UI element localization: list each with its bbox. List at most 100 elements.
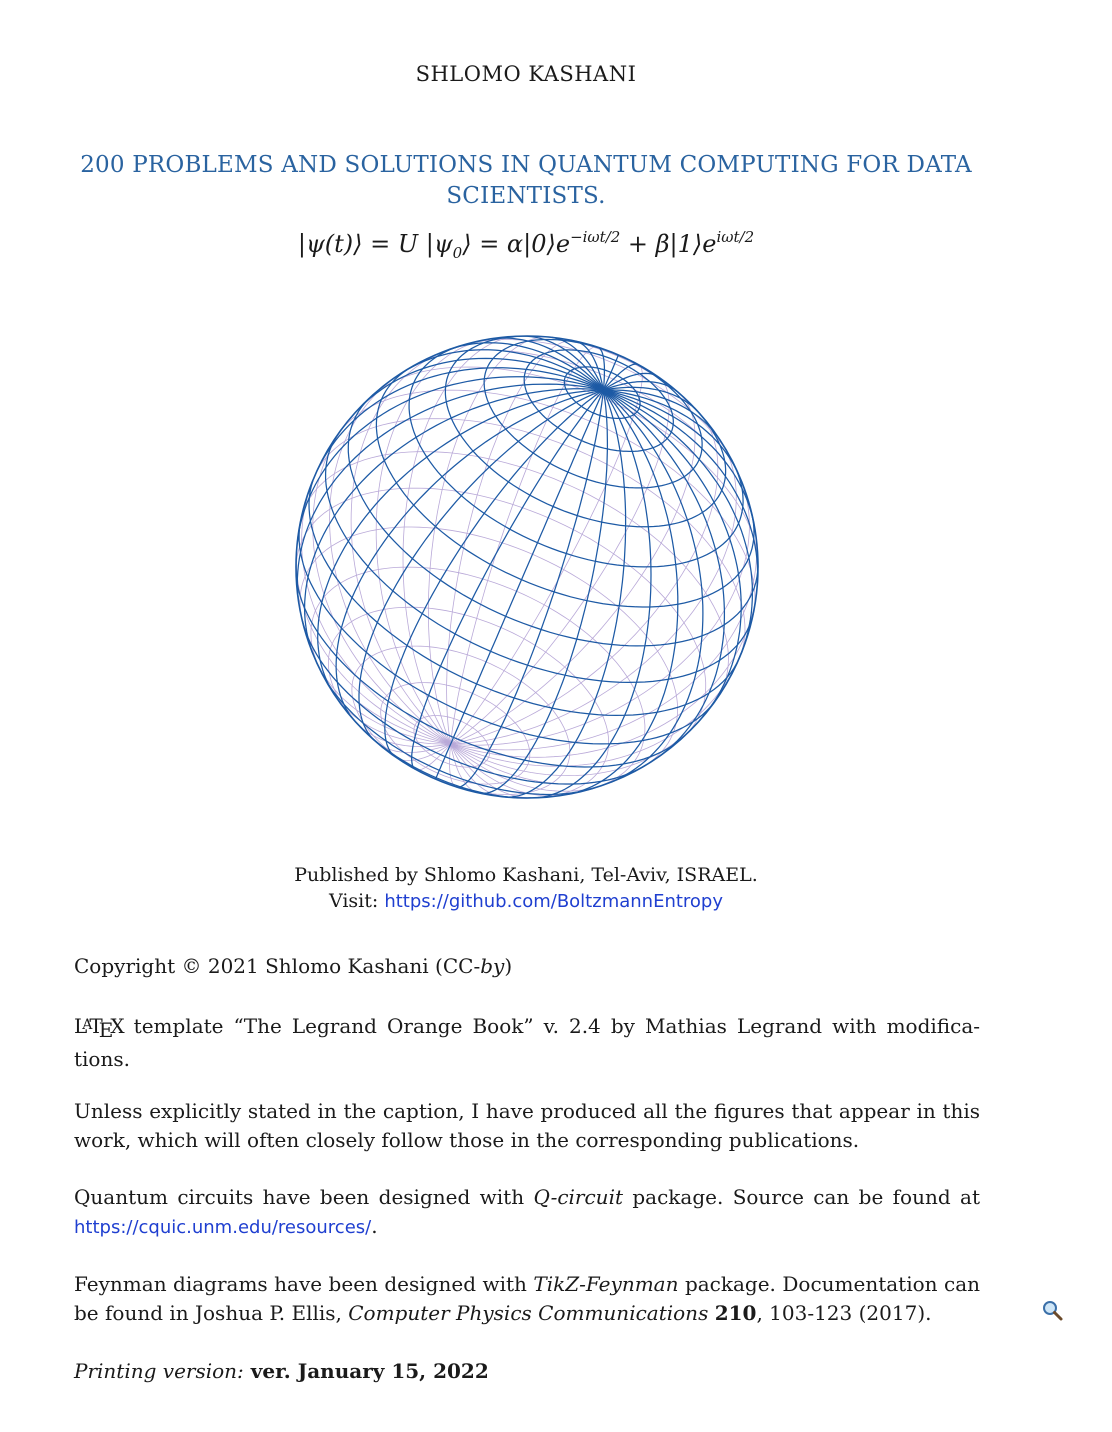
front-meridian-line (602, 389, 704, 783)
front-meridian-line (479, 389, 609, 795)
front-parallel-line (308, 480, 740, 717)
latex-logo-l: L (74, 1014, 87, 1038)
back-meridian-line (350, 349, 451, 745)
back-meridian-line (312, 411, 451, 745)
front-meridian-line (603, 389, 755, 525)
back-parallel-line (368, 366, 759, 562)
front-meridian-line (602, 363, 638, 391)
front-meridian-line (355, 357, 604, 413)
front-parallel-line (408, 345, 740, 568)
front-meridian-line (603, 389, 740, 475)
front-parallel-line (483, 338, 703, 489)
copyright-close: ) (504, 954, 513, 978)
front-meridian-line (448, 342, 604, 391)
front-meridian-line (603, 389, 718, 437)
front-parallel-line (563, 366, 641, 420)
printing-value: ver. January 15, 2022 (243, 1359, 489, 1383)
back-meridian-line (312, 654, 451, 745)
copyright-line: Copyright © 2021 Shlomo Kashani (CC-by) (74, 952, 980, 981)
equation-middle: ⟩ = α|0⟩e (462, 230, 571, 258)
feynman-note: Feynman diagrams have been designed with… (74, 1270, 980, 1328)
latex-logo-x: X (110, 1014, 124, 1038)
back-meridian-line (296, 542, 451, 745)
back-parallel-line (299, 451, 729, 688)
copyright-by: by (480, 954, 505, 978)
visit-line: Visit: https://github.com/BoltzmannEntro… (0, 888, 1052, 915)
front-parallel-line (444, 335, 723, 528)
front-meridian-line (602, 354, 620, 391)
back-parallel-line (328, 606, 609, 762)
front-meridian-line (296, 383, 604, 604)
author-name: SHLOMO KASHANI (415, 62, 637, 86)
sphere-outline (295, 335, 759, 799)
feynman-middle: package. Documentation can be found in J… (74, 1272, 981, 1325)
feynman-end: , 103-123 (2017). (756, 1301, 932, 1325)
front-meridian-line (410, 389, 604, 770)
back-meridian-line (450, 743, 568, 797)
qcircuit-package: Q-circuit (533, 1185, 623, 1209)
printing-label: Printing version: (74, 1359, 244, 1383)
qcircuit-end: . (371, 1214, 378, 1238)
latex-template-note: LATEX template “The Legrand Orange Book”… (74, 1011, 980, 1074)
front-parallel-line (347, 398, 753, 647)
back-meridian-line (450, 363, 643, 745)
back-meridian-line (450, 585, 758, 758)
equation-exponent-1: −iωt/2 (570, 228, 621, 246)
front-meridian-line (317, 367, 604, 470)
front-meridian-line (456, 389, 605, 788)
latex-logo: LATEX (74, 1014, 125, 1042)
cquic-link[interactable]: https://cquic.unm.edu/resources/ (74, 1217, 372, 1238)
front-meridian-line (575, 340, 605, 391)
front-meridian-line (401, 349, 604, 391)
front-parallel-line (301, 620, 647, 785)
feynman-journal: Computer Physics Communications (348, 1301, 709, 1325)
publisher-block: Published by Shlomo Kashani, Tel-Aviv, I… (0, 862, 1052, 915)
front-meridian-line (491, 337, 604, 391)
feynman-prefix: Feynman diagrams have been designed with (74, 1272, 534, 1296)
magnifier-icon[interactable] (1040, 1298, 1066, 1324)
front-meridian-line (317, 389, 604, 694)
front-meridian-line (603, 389, 726, 759)
front-parallel-line (324, 436, 750, 684)
qcircuit-prefix: Quantum circuits have been designed with (74, 1185, 534, 1209)
latex-logo-a: A (82, 1017, 92, 1033)
front-meridian-line (434, 389, 604, 780)
qcircuit-middle: package. Source can be found at (623, 1185, 980, 1209)
equation-exponent-2: iωt/2 (716, 228, 755, 246)
front-meridian-line (505, 389, 627, 798)
equation-subscript: 0 (452, 243, 463, 262)
front-meridian-line (603, 389, 754, 659)
front-parallel-line (298, 523, 719, 745)
back-meridian-line (450, 474, 750, 746)
visit-label: Visit: (328, 890, 385, 912)
back-parallel-line (299, 526, 678, 735)
latex-logo-e: E (98, 1018, 114, 1042)
back-parallel-line (295, 487, 707, 714)
book-title: 200 PROBLEMS AND SOLUTIONS IN QUANTUM CO… (80, 152, 972, 209)
back-meridian-line (352, 718, 451, 748)
front-meridian-line (296, 376, 604, 543)
bloch-sphere-wireframe (295, 335, 759, 799)
front-meridian-line (358, 389, 604, 742)
front-meridian-line (603, 389, 742, 718)
front-parallel-line (322, 674, 595, 796)
copyright-text: Copyright © 2021 Shlomo Kashani (CC- (74, 954, 481, 978)
back-meridian-line (450, 435, 737, 745)
back-parallel-line (310, 566, 646, 752)
figures-note: Unless explicitly stated in the caption,… (74, 1099, 980, 1152)
github-link[interactable]: https://github.com/BoltzmannEntropy (384, 891, 724, 912)
back-meridian-line (450, 346, 599, 745)
back-meridian-line (450, 716, 704, 777)
front-meridian-line (535, 389, 652, 799)
back-parallel-line (413, 715, 491, 768)
latex-logo-t: T (89, 1014, 102, 1038)
feynman-volume: 210 (714, 1301, 757, 1325)
back-parallel-line (336, 389, 756, 611)
qcircuit-note: Quantum circuits have been designed with… (74, 1183, 980, 1242)
back-parallel-line (312, 418, 746, 654)
publisher-line: Published by Shlomo Kashani, Tel-Aviv, I… (294, 864, 758, 886)
front-meridian-line (598, 346, 606, 391)
header-equation: |ψ(t)⟩ = U |ψ0⟩ = α|0⟩e−iωt/2 + β|1⟩eiωt… (0, 228, 1052, 262)
front-parallel-line (375, 368, 750, 608)
front-meridian-line (335, 389, 604, 720)
